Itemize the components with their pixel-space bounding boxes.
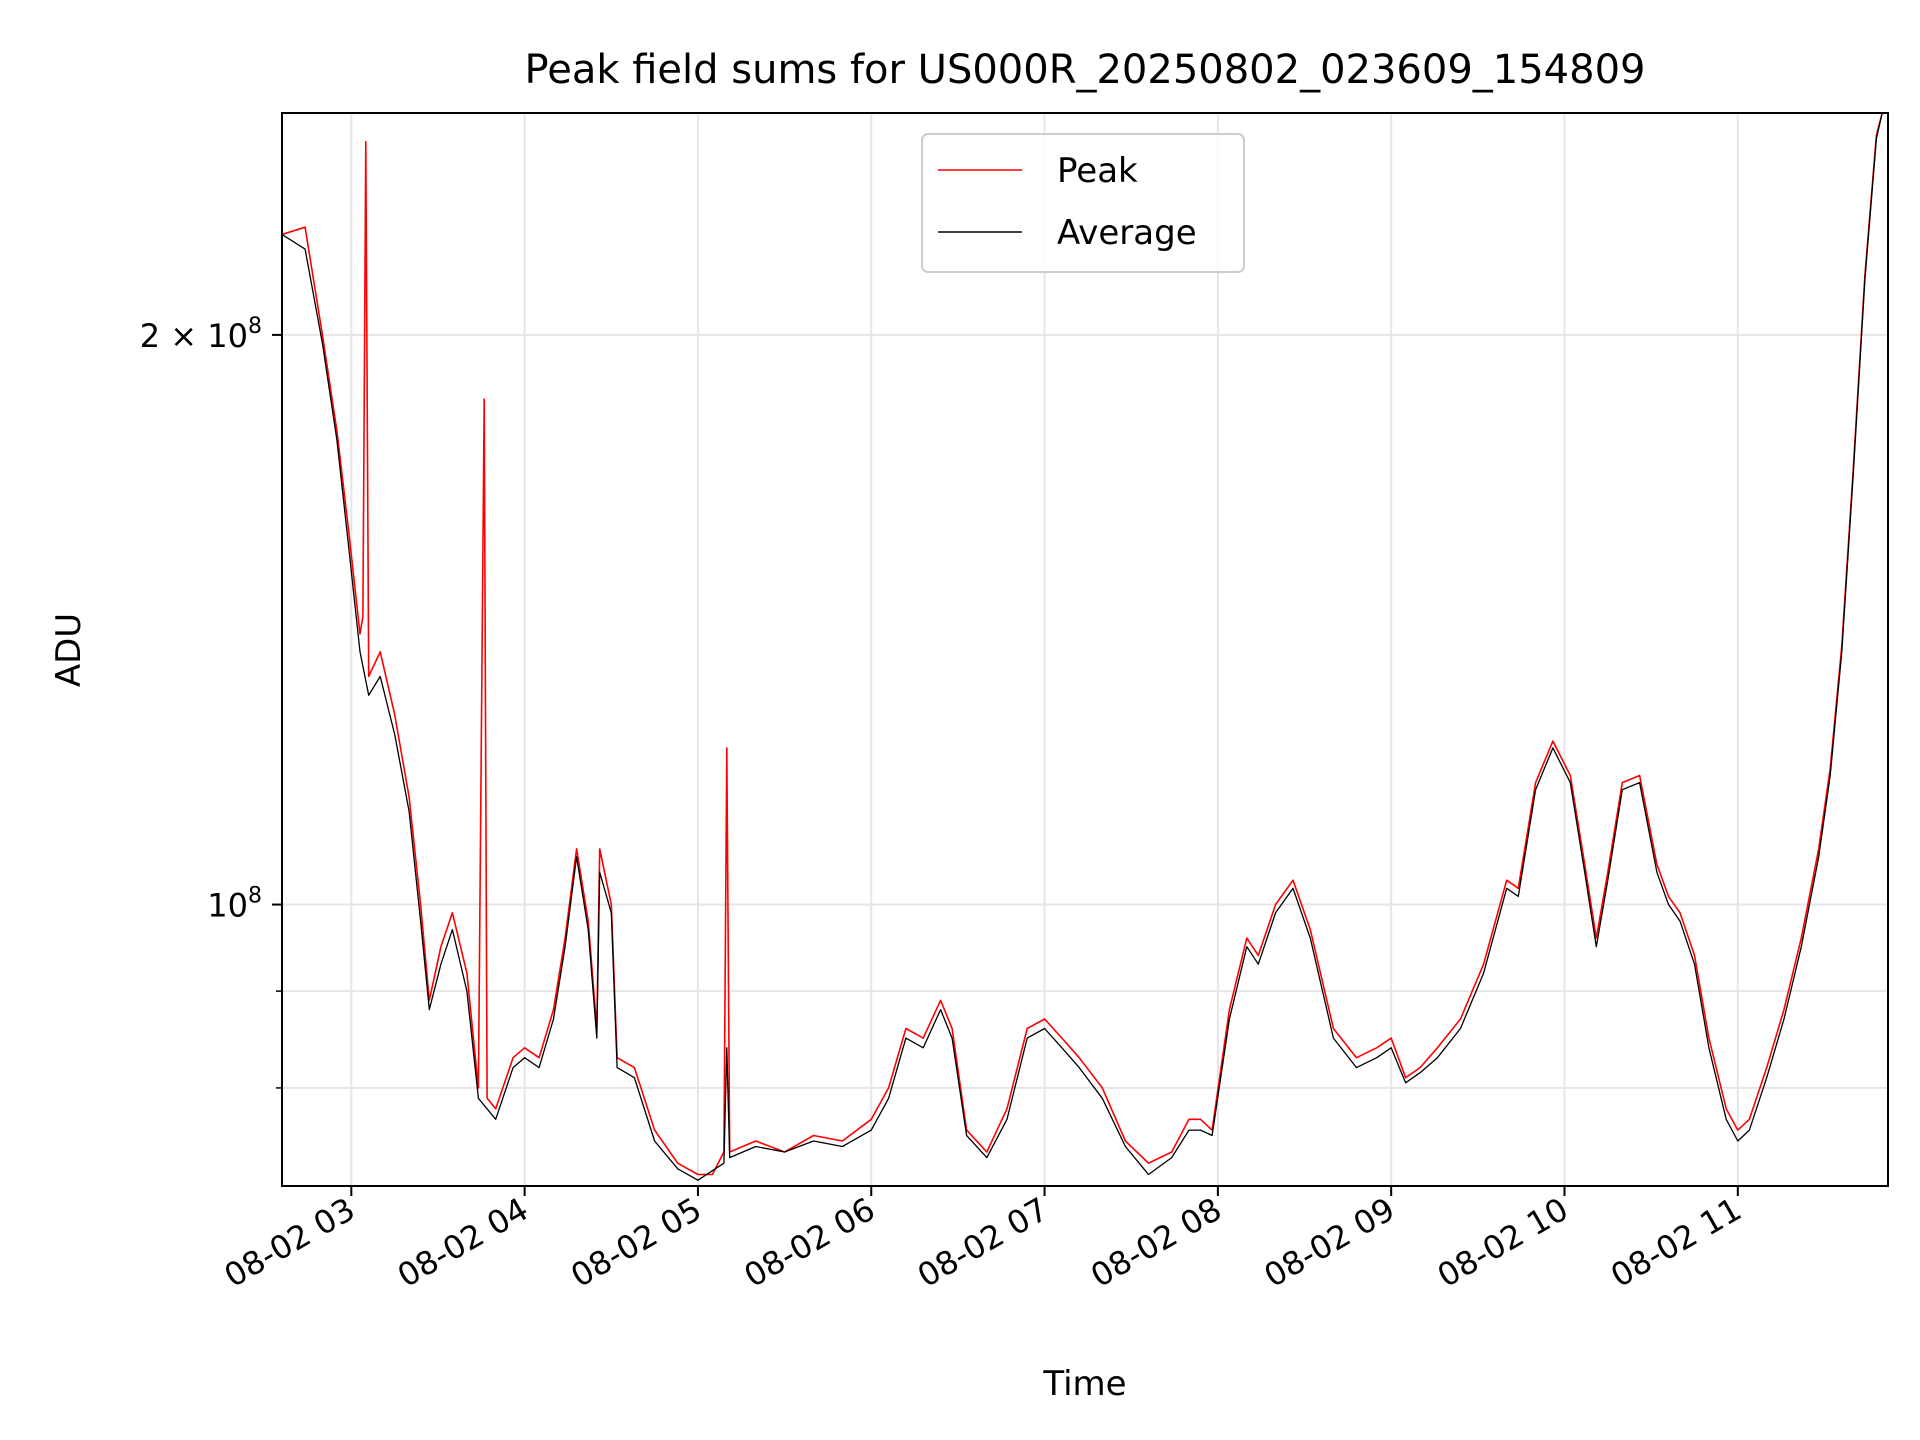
legend-label-average: Average [1057, 213, 1197, 253]
legend: Peak Average [921, 133, 1245, 273]
grid [282, 113, 1888, 1186]
y-axis: 108 2 × 108 [140, 314, 282, 1089]
legend-label-peak: Peak [1057, 151, 1138, 191]
series-line-average [282, 113, 1888, 1181]
y-tick-label: 2 × 108 [140, 314, 262, 355]
x-axis-label: Time [1042, 1364, 1126, 1404]
legend-box [921, 133, 1245, 273]
y-axis-label: ADU [49, 613, 89, 687]
y-tick-label: 108 [207, 884, 262, 925]
series-layer [282, 113, 1888, 1181]
chart-title: Peak field sums for US000R_20250802_0236… [525, 47, 1646, 93]
plot-frame [281, 112, 1889, 1187]
series-line-peak [282, 113, 1888, 1176]
